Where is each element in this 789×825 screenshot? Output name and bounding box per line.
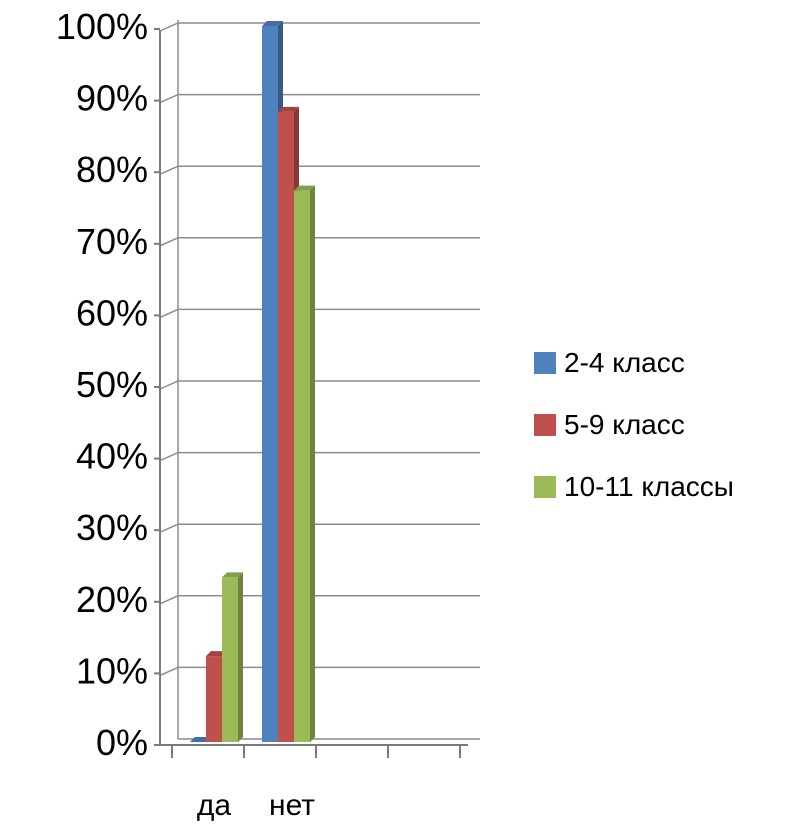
gridline bbox=[159, 237, 480, 247]
bar bbox=[190, 737, 211, 742]
x-category-label: да bbox=[197, 789, 232, 822]
legend-label-5-9: 5-9 класс bbox=[564, 409, 685, 440]
x-category-label: нет bbox=[269, 789, 315, 822]
legend: 2-4 класс 5-9 класс 10-11 классы bbox=[534, 332, 734, 518]
y-tick-label: 70% bbox=[76, 221, 148, 262]
gridline bbox=[159, 22, 480, 32]
gridline bbox=[159, 308, 480, 319]
legend-swatch-2-4 bbox=[534, 352, 556, 374]
y-tick-label: 100% bbox=[56, 6, 148, 47]
y-tick-label: 20% bbox=[76, 579, 148, 620]
y-tick-labels: 0% 10% 20% 30% 40% 50% 60% 70% 80% 90% 100% bbox=[56, 6, 148, 763]
legend-label-10-11: 10-11 классы bbox=[564, 471, 734, 502]
y-tick-label: 60% bbox=[76, 292, 148, 333]
bar bbox=[222, 572, 243, 742]
legend-item-2-4: 2-4 класс bbox=[534, 332, 734, 394]
y-tick-label: 90% bbox=[76, 78, 148, 119]
gridline bbox=[159, 523, 480, 533]
bars bbox=[190, 21, 315, 743]
bar bbox=[294, 185, 315, 742]
gridline bbox=[159, 595, 480, 605]
gridline bbox=[159, 451, 480, 462]
y-tick-label: 40% bbox=[76, 436, 148, 477]
y-tick-label: 80% bbox=[76, 149, 148, 190]
gridlines bbox=[159, 22, 480, 677]
gridline bbox=[159, 165, 480, 175]
axes bbox=[154, 20, 480, 758]
y-tick-label: 50% bbox=[76, 364, 148, 405]
legend-item-10-11: 10-11 классы bbox=[534, 456, 734, 518]
legend-label-2-4: 2-4 класс bbox=[564, 347, 685, 378]
legend-swatch-5-9 bbox=[534, 414, 556, 436]
legend-item-5-9: 5-9 класс bbox=[534, 394, 734, 456]
gridline bbox=[159, 380, 480, 390]
y-tick-label: 30% bbox=[76, 507, 148, 548]
y-tick-label: 10% bbox=[76, 650, 148, 691]
legend-swatch-10-11 bbox=[534, 476, 556, 498]
gridline bbox=[159, 93, 480, 104]
y-tick-label: 0% bbox=[96, 722, 148, 763]
x-category-labels: да нет bbox=[197, 789, 315, 822]
